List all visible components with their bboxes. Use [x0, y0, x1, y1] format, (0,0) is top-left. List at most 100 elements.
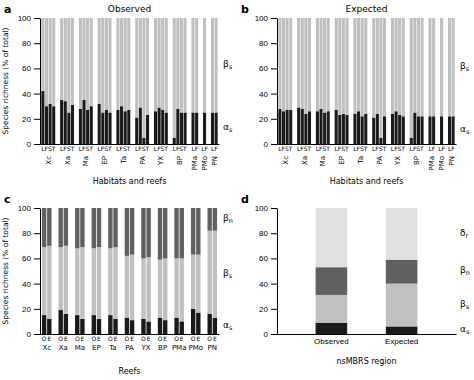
bar-segment [191, 255, 195, 309]
bar-segment [113, 208, 117, 247]
bar-segment [146, 321, 150, 334]
category-label: PMo [201, 156, 209, 171]
bar-segment [97, 247, 101, 319]
bar-segment [60, 100, 63, 144]
bar-segment [116, 110, 119, 144]
bar-segment [108, 113, 111, 145]
bar-segment [108, 208, 112, 248]
category-label: PN [448, 156, 456, 165]
category-label: PA [139, 156, 147, 165]
bar-segment [146, 18, 149, 115]
bar-segment [64, 314, 68, 334]
bar-segment [163, 208, 167, 258]
series-label: αs [460, 124, 470, 136]
tick-mark [34, 43, 40, 44]
bar-segment [357, 18, 360, 111]
tick-mark [34, 334, 40, 335]
panel-letter: d [241, 193, 249, 206]
bar-segment [289, 110, 292, 144]
y-axis-title: Species richness (% of total) [1, 217, 10, 324]
sub-category-label: E [180, 335, 184, 342]
category-label: BP [176, 156, 184, 165]
tick-label: 80 [259, 229, 268, 238]
bar-segment [402, 116, 405, 144]
category-label: PN [208, 344, 217, 352]
sub-category-label: O [207, 335, 212, 342]
label-subscript: n [229, 217, 233, 225]
category-label: PMa [191, 156, 199, 171]
bar-segment [108, 18, 111, 113]
sub-category-label: LFST [391, 145, 405, 152]
bar-segment [286, 110, 289, 144]
tick-label: 40 [259, 90, 268, 99]
bar-segment [215, 18, 218, 113]
bar-segment [386, 260, 418, 284]
bar-segment [135, 118, 138, 144]
category-label: Ta [108, 344, 116, 352]
bar-segment [286, 18, 289, 110]
tick-mark [271, 309, 277, 310]
plot-area [42, 208, 217, 334]
bar-segment [323, 18, 326, 113]
bar-segment [364, 18, 367, 114]
bar-segment [80, 208, 84, 247]
sub-category-label: LF [448, 145, 455, 152]
tick: 20 [22, 305, 40, 314]
category-label: EP [338, 156, 346, 165]
sub-category-label: LFST [41, 145, 55, 152]
sub-category-label: LF [428, 145, 435, 152]
category-label: Xa [301, 156, 309, 165]
category-label: Ma [82, 156, 90, 166]
series-label: βn [223, 213, 233, 225]
bar-segment [97, 319, 101, 334]
bar-segment [316, 295, 348, 323]
sub-category-label: LF [191, 145, 198, 152]
tick-mark [34, 94, 40, 95]
bar-segment [180, 321, 184, 334]
bar-segment [428, 116, 431, 144]
series-label: αs [223, 122, 233, 134]
series [42, 231, 217, 322]
bar-segment [98, 18, 101, 104]
tick-label: 0 [264, 330, 269, 339]
bar-segment [282, 111, 285, 144]
category-label: Xc [45, 156, 53, 165]
bar-segment [58, 247, 62, 310]
bar-segment [338, 115, 341, 144]
bar-segment [207, 231, 211, 314]
sub-category-label: O [91, 335, 96, 342]
bar-segment [67, 18, 70, 113]
bar-segment [180, 18, 183, 113]
tick: Expected [385, 337, 418, 346]
tick-mark [34, 258, 40, 259]
bar-segment [173, 138, 176, 144]
sub-category-label: O [42, 335, 47, 342]
bar-segment [124, 18, 127, 111]
bar-segment [213, 318, 217, 334]
bar-segment [383, 18, 386, 116]
bar-segment [161, 18, 164, 110]
sub-category-label: E [97, 335, 101, 342]
tick-mark [34, 309, 40, 310]
bar-segment [417, 116, 420, 144]
sub-category-label: LFST [297, 145, 311, 152]
panel: 020406080100LFSTLFSTLFSTLFSTLFSTLFSTLFST… [1, 3, 233, 186]
bar-segment [278, 109, 281, 144]
tick-label: 0 [27, 330, 32, 339]
bar-segment [64, 18, 67, 101]
bar-segment [58, 208, 62, 247]
sub-category-label: LFST [60, 145, 74, 152]
bar-segment [342, 18, 345, 114]
tick-label: 60 [259, 254, 268, 263]
category-label: Ta [357, 156, 365, 164]
category-label: BP [413, 156, 421, 165]
bar-segment [398, 18, 401, 115]
series [41, 18, 217, 138]
tick-label: 100 [18, 204, 32, 213]
tick-mark [271, 334, 277, 335]
bar-segment [42, 208, 46, 247]
bar-segment [64, 101, 67, 144]
category-label: EP [101, 156, 109, 165]
bar-segment [165, 113, 168, 145]
sub-category-label: O [108, 335, 113, 342]
